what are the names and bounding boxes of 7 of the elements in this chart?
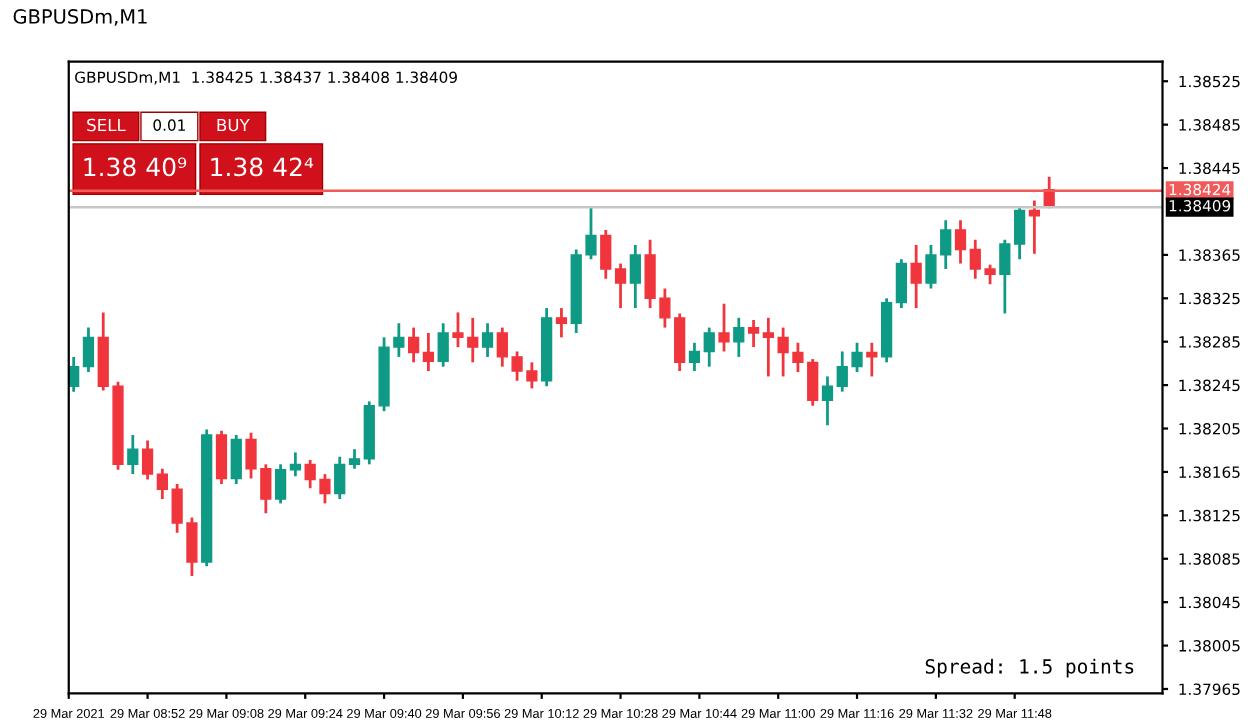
annotation: 1.38 42⁴ (211, 157, 314, 177)
annotation: BUY (217, 118, 250, 132)
annotation: Spread: 1.5 points (925, 658, 1134, 678)
annotation: 1.38 40⁹ (84, 157, 187, 177)
chart-title: GBPUSDm,M1 (13, 9, 147, 26)
candlestick (718, 302, 730, 353)
annotation: SELL (87, 118, 126, 132)
